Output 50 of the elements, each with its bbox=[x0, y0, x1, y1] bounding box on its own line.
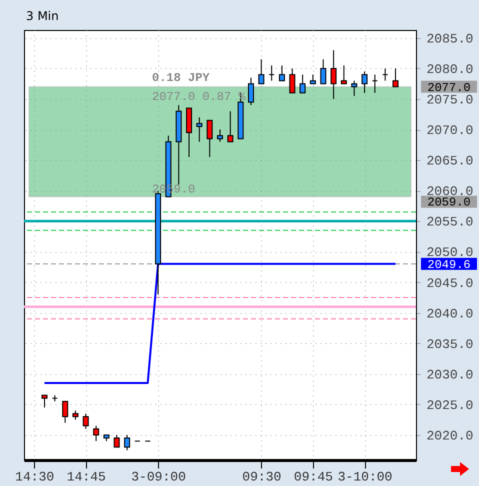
y-tick-label: 2065.0 bbox=[426, 154, 474, 169]
text: 2077.0 bbox=[427, 80, 471, 95]
x-tick-label: 3-09:00 bbox=[131, 470, 186, 484]
y-tick-label: 2070.0 bbox=[426, 123, 474, 138]
candlestick bbox=[330, 50, 337, 100]
y-tick-label: 2025.0 bbox=[426, 398, 474, 413]
candlestick bbox=[62, 400, 68, 424]
x-tick-label: 3-10:00 bbox=[338, 470, 392, 484]
candlestick bbox=[227, 110, 234, 142]
candlestick bbox=[320, 58, 326, 84]
x-tick-label: 09:45 bbox=[294, 470, 333, 484]
candlestick bbox=[268, 64, 275, 82]
candlestick bbox=[124, 434, 130, 451]
text: 2059.0 bbox=[427, 196, 471, 210]
candlestick bbox=[258, 58, 264, 84]
y-tick-label: 2040.0 bbox=[426, 306, 474, 322]
y-tick-label: 2045.0 bbox=[426, 276, 474, 291]
candlestick bbox=[93, 425, 100, 442]
candlestick bbox=[289, 68, 296, 94]
y-tick-label: 2020.0 bbox=[426, 428, 474, 444]
candlestick bbox=[72, 410, 78, 420]
y-tick-label: 2075.0 bbox=[426, 92, 474, 108]
candlestick bbox=[196, 116, 202, 142]
candlestick bbox=[340, 64, 347, 84]
text: 2049.6 bbox=[427, 258, 471, 272]
x-tick-label: 14:30 bbox=[15, 470, 54, 484]
candlestick bbox=[278, 64, 285, 82]
y-tick-label: 2055.0 bbox=[426, 214, 474, 230]
annotation: 0.18 JPY bbox=[152, 70, 210, 85]
y-tick-label: 2085.0 bbox=[426, 31, 474, 46]
candlestick bbox=[114, 434, 120, 448]
candlestick bbox=[300, 74, 306, 94]
candlestick bbox=[392, 68, 399, 88]
candlestick bbox=[41, 394, 48, 408]
candlestick bbox=[206, 120, 213, 158]
candlestick bbox=[82, 413, 89, 430]
y-tick-label: 2080.0 bbox=[426, 62, 474, 77]
candlestick bbox=[310, 74, 316, 84]
candlestick bbox=[351, 80, 358, 96]
x-tick-label: 09:30 bbox=[242, 470, 282, 484]
candlestick bbox=[248, 77, 254, 106]
candlestick bbox=[382, 68, 388, 82]
candlestick bbox=[362, 71, 368, 94]
chart-title: 3 Min bbox=[26, 9, 59, 23]
candlestick bbox=[217, 129, 223, 142]
y-tick-label: 2035.0 bbox=[426, 336, 474, 352]
y-tick-label: 2050.0 bbox=[426, 245, 474, 260]
candlestick bbox=[372, 74, 378, 94]
x-tick-label: 14:45 bbox=[66, 470, 106, 484]
y-tick-label: 2030.0 bbox=[426, 367, 474, 382]
